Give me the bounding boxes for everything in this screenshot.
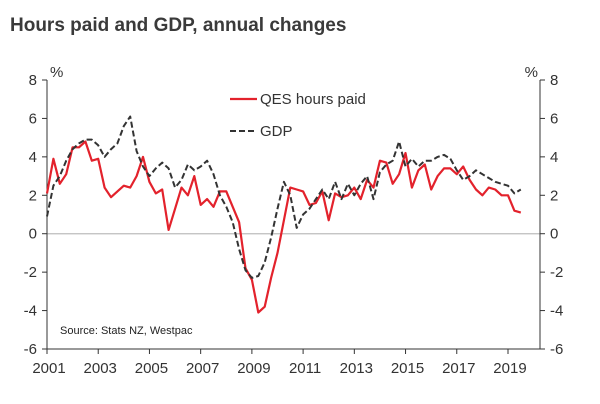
right-y-tick-label: 0 [550, 226, 558, 243]
x-tick-label: 2001 [32, 360, 65, 377]
right-axis-unit: % [525, 64, 538, 81]
x-tick-label: 2019 [493, 360, 526, 377]
x-tick-label: 2005 [135, 360, 168, 377]
right-y-tick-label: -2 [550, 264, 563, 281]
legend-label-gdp: GDP [260, 123, 293, 140]
right-y-ticks: 8 6 4 2 0 -2 -4 -6 [540, 72, 563, 358]
left-y-tick-label: -4 [24, 303, 37, 320]
chart-title: Hours paid and GDP, annual changes [10, 15, 346, 36]
x-tick-label: 2011 [289, 360, 321, 377]
right-y-tick-label: 2 [550, 187, 558, 204]
right-y-tick-label: 6 [550, 110, 558, 127]
left-y-tick-label: 6 [29, 110, 37, 127]
right-y-tick-label: -4 [550, 303, 563, 320]
left-y-ticks: 8 6 4 2 0 -2 -4 -6 [24, 72, 47, 358]
left-y-tick-label: 2 [29, 187, 37, 204]
x-tick-label: 2013 [340, 360, 373, 377]
left-y-tick-label: 0 [29, 226, 37, 243]
legend: QES hours paid GDP [230, 91, 366, 140]
x-tick-label: 2017 [442, 360, 475, 377]
x-tick-label: 2009 [237, 360, 270, 377]
x-tick-label: 2003 [84, 360, 117, 377]
left-y-tick-label: 8 [29, 72, 37, 89]
series-line-qes-hours-paid [45, 140, 522, 314]
source-note: Source: Stats NZ, Westpac [60, 325, 193, 337]
right-y-tick-label: 8 [550, 72, 558, 89]
left-y-tick-label: 4 [29, 149, 37, 166]
legend-label-qes: QES hours paid [260, 91, 366, 108]
x-ticks: 2001 2003 2005 2007 2009 2011 2013 2015 2017 2019 [32, 349, 527, 377]
x-tick-label: 2015 [391, 360, 424, 377]
x-tick-label: 2007 [186, 360, 219, 377]
series-line-gdp [46, 115, 522, 279]
left-y-tick-label: -6 [24, 341, 37, 358]
right-y-tick-label: 4 [550, 149, 558, 166]
left-y-tick-label: -2 [24, 264, 37, 281]
right-y-tick-label: -6 [550, 341, 563, 358]
left-axis-unit: % [50, 64, 63, 81]
